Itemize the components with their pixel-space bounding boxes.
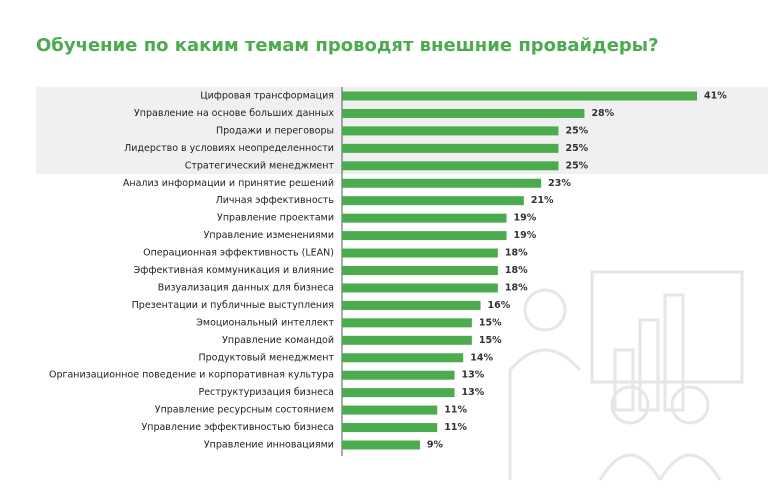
bar [342, 178, 542, 188]
bar [342, 388, 455, 398]
category-label: Визуализация данных для бизнеса [158, 282, 334, 293]
bar [342, 196, 524, 206]
value-label: 19% [514, 230, 537, 241]
value-label: 15% [479, 335, 502, 346]
bar [342, 283, 498, 293]
value-label: 25% [565, 143, 588, 154]
category-label: Операционная эффективность (LEAN) [143, 248, 334, 259]
value-label: 23% [548, 178, 571, 189]
value-label: 15% [479, 317, 502, 328]
category-label: Управление на основе больших данных [134, 108, 334, 119]
value-label: 25% [565, 125, 588, 136]
value-label: 21% [531, 195, 554, 206]
category-label: Лидерство в условиях неопределенности [124, 143, 334, 154]
bar [342, 300, 481, 310]
value-label: 14% [470, 352, 493, 363]
bar [342, 353, 464, 363]
value-label: 11% [444, 405, 467, 416]
bar [342, 213, 507, 223]
bar [342, 405, 438, 415]
value-label: 9% [427, 440, 444, 451]
bar [342, 318, 472, 328]
category-label: Продажи и переговоры [216, 125, 334, 136]
value-label: 18% [505, 265, 528, 276]
bar [342, 440, 420, 450]
bar [342, 231, 507, 241]
category-label: Управление проектами [217, 213, 334, 224]
category-label: Анализ информации и принятие решений [123, 178, 334, 189]
chart-title: Обучение по каким темам проводят внешние… [36, 35, 659, 56]
bar [342, 335, 472, 345]
bar [342, 126, 559, 136]
background-illustration [508, 270, 744, 481]
category-label: Цифровая трансформация [200, 91, 334, 102]
value-label: 19% [514, 213, 537, 224]
value-label: 28% [591, 108, 614, 119]
category-label: Эмоциональный интеллект [196, 317, 334, 328]
value-label: 11% [444, 422, 467, 433]
category-label: Презентации и публичные выступления [132, 300, 334, 311]
value-label: 18% [505, 248, 528, 259]
category-label: Управление инновациями [204, 440, 334, 451]
bar [342, 108, 585, 118]
bar [342, 370, 455, 380]
bar [342, 91, 697, 101]
bar [342, 423, 438, 433]
category-label: Организационное поведение и корпоративна… [49, 370, 334, 381]
category-label: Эффективная коммуникация и влияние [134, 265, 334, 276]
value-label: 16% [488, 300, 511, 311]
category-label: Управление командой [222, 335, 334, 346]
value-label: 25% [565, 160, 588, 171]
value-label: 18% [505, 282, 528, 293]
category-label: Продуктовый менеджмент [198, 352, 334, 363]
value-label: 41% [704, 91, 727, 102]
category-label: Управление ресурсным состоянием [155, 405, 334, 416]
category-label: Управление эффективностью бизнеса [141, 422, 334, 433]
bar [342, 143, 559, 153]
value-label: 13% [462, 387, 485, 398]
category-label: Реструктуризация бизнеса [198, 387, 334, 398]
category-label: Управление изменениями [204, 230, 334, 241]
bar [342, 161, 559, 171]
category-label: Личная эффективность [216, 195, 335, 206]
value-label: 13% [462, 370, 485, 381]
category-label: Стратегический менеджмент [185, 160, 335, 171]
bar [342, 266, 498, 275]
bar [342, 248, 498, 258]
